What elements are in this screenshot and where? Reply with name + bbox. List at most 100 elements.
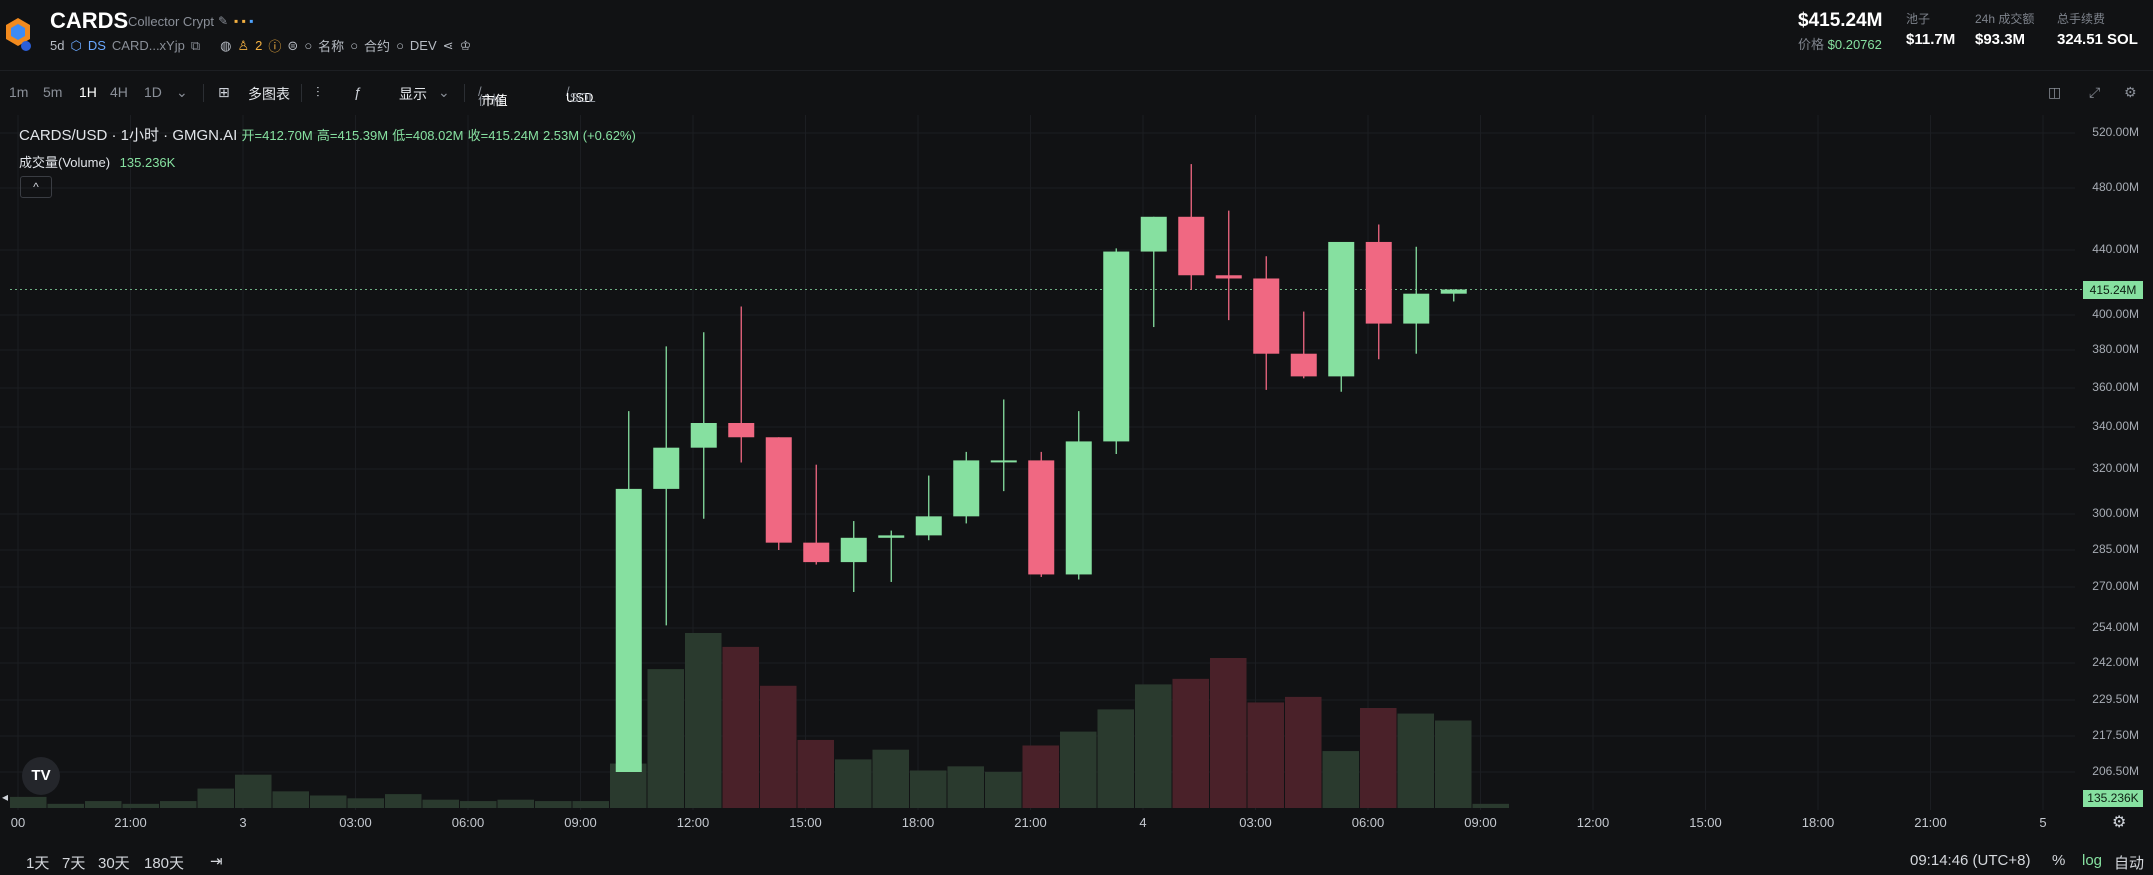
toolbar-divider <box>301 84 302 102</box>
percent-toggle[interactable]: % <box>2052 852 2066 869</box>
gear-icon[interactable]: ⚙ <box>2124 84 2137 100</box>
volume-bar <box>947 766 984 808</box>
pool-label: 池子 <box>1906 12 1931 26</box>
multi-chart-icon[interactable]: ⊞ <box>218 84 230 100</box>
time-axis-label: 06:00 <box>451 815 485 830</box>
sol-toggle-label[interactable]: SOL <box>569 90 596 105</box>
display-button[interactable]: 显示 <box>399 86 427 102</box>
log-toggle[interactable]: log <box>2082 852 2103 869</box>
interval-1d[interactable]: 1D <box>144 84 162 100</box>
search-icon[interactable]: ○ <box>396 38 404 53</box>
candle-type-icon[interactable]: ⫶ <box>316 84 320 100</box>
search-icon[interactable]: ○ <box>304 38 313 53</box>
range-7d[interactable]: 7天 <box>62 855 86 872</box>
candlestick-chart[interactable] <box>0 115 2153 810</box>
candle-body <box>765 437 792 543</box>
contract-address[interactable]: CARD...xYjp <box>111 38 185 53</box>
goto-date-icon[interactable]: ⇥ <box>210 853 223 870</box>
price-value: $0.20762 <box>1827 37 1882 52</box>
fees-label: 总手续费 <box>2057 12 2106 26</box>
volume-24h-value: $93.3M <box>1975 31 2026 48</box>
crown-icon[interactable]: ♔ <box>459 37 472 53</box>
volume-bar <box>235 774 272 808</box>
range-1d[interactable]: 1天 <box>26 855 50 872</box>
candle-body <box>1178 216 1205 276</box>
price-axis-label: 300.00M <box>2092 506 2139 520</box>
interval-5m[interactable]: 5m <box>43 84 63 100</box>
volume-bar <box>460 801 497 808</box>
volume-bar <box>835 759 872 808</box>
globe-icon[interactable]: ◍ <box>220 37 232 53</box>
volume-bar <box>122 803 159 808</box>
volume-bar <box>1472 803 1509 808</box>
toolbar-divider <box>464 84 465 102</box>
candle-body <box>1215 275 1242 279</box>
candle-body <box>840 537 867 563</box>
chevron-down-icon[interactable]: ⌄ <box>176 84 188 100</box>
axis-settings-icon[interactable]: ⚙ <box>2112 814 2127 831</box>
volume-bar <box>1435 720 1472 808</box>
price-axis-label: 217.50M <box>2092 728 2139 742</box>
share-icon[interactable]: ⋖ <box>442 37 454 53</box>
candle-body <box>990 460 1017 463</box>
coin-icon[interactable]: ⊜ <box>287 37 299 53</box>
last-volume-tag: 135.236K <box>2083 790 2143 807</box>
price-toggle[interactable]: 价格 / 市值 <box>478 84 508 108</box>
time-axis-label: 06:00 <box>1351 815 1385 830</box>
fullscreen-icon[interactable]: ⤢ <box>2089 84 2101 100</box>
clock-time[interactable]: 09:14:46 (UTC+8) <box>1910 852 2031 869</box>
time-axis-label: 21:00 <box>114 815 147 830</box>
chart-toolbar: 1m 5m 1H 4H 1D ⌄ ⊞ 多图表 ⫶ ƒ 显示 ⌄ 价格 / 市值 … <box>0 78 2153 108</box>
scroll-left-icon[interactable]: ◂ <box>2 790 9 804</box>
chevron-down-icon[interactable]: ⌄ <box>438 84 450 100</box>
tradingview-logo-icon[interactable]: TV <box>22 757 60 795</box>
multi-chart-button[interactable]: 多图表 <box>248 86 290 102</box>
legend-close: 收=415.24M <box>467 128 539 143</box>
edit-icon[interactable]: ✎ <box>218 14 229 28</box>
chart-legend: CARDS/USD · 1小时 · GMGN.AI 开=412.70M 高=41… <box>19 124 636 145</box>
time-axis-label: 15:00 <box>1689 815 1722 830</box>
camera-icon[interactable]: ◫ <box>2048 84 2062 100</box>
market-cap-value: $415.24M <box>1798 10 1883 31</box>
auto-toggle[interactable]: 自动 <box>2114 855 2145 872</box>
volume-bar <box>197 788 234 808</box>
candle-body <box>728 422 755 438</box>
warning-icon[interactable]: ⓘ <box>268 39 282 54</box>
price-axis-label: 242.00M <box>2092 655 2139 669</box>
candle-body <box>1140 216 1167 252</box>
search-dev-link[interactable]: DEV <box>409 38 437 53</box>
range-180d[interactable]: 180天 <box>144 855 185 872</box>
token-symbol: CARDS <box>50 8 129 33</box>
candle-body <box>1065 441 1092 575</box>
search-name-link[interactable]: 名称 <box>318 39 345 54</box>
search-contract-link[interactable]: 合约 <box>364 39 391 54</box>
interval-1h[interactable]: 1H <box>79 84 97 100</box>
collapse-legend-button[interactable]: ^ <box>20 176 52 198</box>
volume-bar <box>1172 678 1209 808</box>
mcap-toggle-label[interactable]: 市值 <box>481 93 508 108</box>
token-header: CARDS Collector Crypt ✎ ▪ ▪ ▪ 5d ⬡ DS CA… <box>0 0 2153 71</box>
volume-bar <box>1397 713 1434 808</box>
token-age: 5d <box>50 38 65 53</box>
fees-value: 324.51 SOL <box>2057 31 2138 48</box>
currency-toggle[interactable]: USD / SOL <box>566 84 596 105</box>
interval-1m[interactable]: 1m <box>9 84 29 100</box>
volume-bar <box>685 633 722 808</box>
interval-4h[interactable]: 4H <box>110 84 128 100</box>
copy-icon[interactable]: ⧉ <box>190 37 201 53</box>
indicators-icon[interactable]: ƒ <box>354 84 362 100</box>
search-icon[interactable]: ○ <box>350 38 359 53</box>
time-axis-label: 3 <box>239 815 247 830</box>
badge-icons: ▪ ▪ ▪ <box>234 14 254 28</box>
candle-body <box>1403 293 1430 324</box>
price-toggle-label[interactable]: 价格 <box>478 93 505 108</box>
candle-body <box>1328 241 1355 377</box>
candle-body <box>1290 353 1317 377</box>
holders-icon[interactable]: ♙ <box>237 37 250 53</box>
candle-body <box>803 542 830 563</box>
time-axis-label: 09:00 <box>1464 815 1497 830</box>
volume-bar <box>535 801 572 808</box>
usd-toggle-label[interactable]: USD <box>566 90 594 105</box>
range-30d[interactable]: 30天 <box>98 855 130 872</box>
ds-link[interactable]: DS <box>87 38 106 53</box>
